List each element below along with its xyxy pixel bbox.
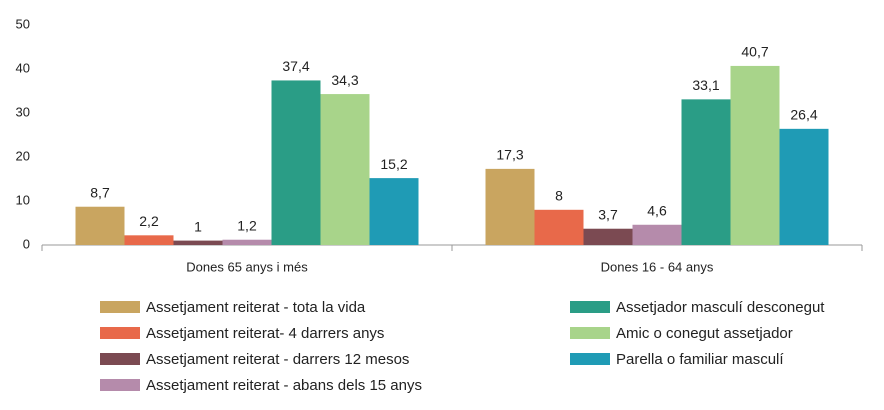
legend-label: Assetjament reiterat - abans dels 15 any… — [146, 377, 422, 394]
bar — [583, 228, 633, 245]
data-label: 2,2 — [139, 213, 159, 229]
data-label: 34,3 — [331, 72, 358, 88]
bar — [369, 178, 419, 245]
data-label: 15,2 — [380, 156, 407, 172]
bar — [75, 206, 125, 245]
y-tick-label: 30 — [16, 104, 30, 119]
legend-swatch — [100, 327, 140, 339]
legend-swatch — [570, 301, 610, 313]
bar — [222, 239, 272, 245]
legend-swatch — [570, 327, 610, 339]
legend-label: Assetjament reiterat - tota la vida — [146, 299, 366, 316]
y-tick-label: 20 — [16, 148, 30, 163]
data-label: 1,2 — [237, 217, 257, 233]
y-tick-label: 40 — [16, 60, 30, 75]
legend-label: Assetjament reiterat - darrers 12 mesos — [146, 351, 409, 368]
legend-label: Parella o familiar masculí — [616, 351, 784, 368]
bar — [779, 128, 829, 245]
data-label: 37,4 — [282, 58, 309, 74]
bar — [534, 209, 584, 245]
bar — [730, 65, 780, 245]
legend-label: Assetjament reiterat- 4 darrers anys — [146, 325, 384, 342]
bar — [271, 80, 321, 245]
data-label: 17,3 — [496, 147, 523, 163]
data-label: 4,6 — [647, 202, 667, 218]
legend-label: Assetjador masculí desconegut — [616, 299, 825, 316]
data-label: 8 — [555, 188, 563, 204]
bar — [320, 94, 370, 245]
data-label: 33,1 — [692, 77, 719, 93]
data-label: 40,7 — [741, 44, 768, 60]
data-label: 8,7 — [90, 184, 110, 200]
data-label: 26,4 — [790, 107, 817, 123]
bar — [173, 240, 223, 245]
bar — [632, 224, 682, 245]
bar — [124, 235, 174, 245]
data-label: 1 — [194, 218, 202, 234]
y-tick-label: 0 — [23, 236, 30, 251]
legend-swatch — [100, 301, 140, 313]
y-tick-label: 10 — [16, 192, 30, 207]
legend-swatch — [570, 353, 610, 365]
legend-label: Amic o conegut assetjador — [616, 325, 793, 342]
x-tick-label: Dones 65 anys i més — [186, 259, 308, 274]
data-label: 3,7 — [598, 206, 618, 222]
legend-swatch — [100, 353, 140, 365]
x-tick-label: Dones 16 - 64 anys — [601, 259, 714, 274]
y-tick-label: 50 — [16, 16, 30, 31]
bar — [485, 168, 535, 245]
bar — [681, 99, 731, 245]
legend-swatch — [100, 379, 140, 391]
